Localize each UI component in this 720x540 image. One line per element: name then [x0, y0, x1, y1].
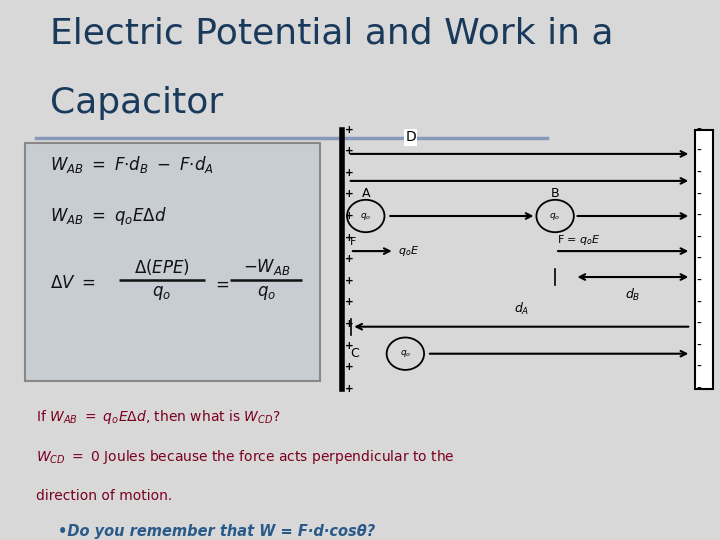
Text: +: +: [345, 146, 354, 156]
Text: -: -: [696, 360, 701, 374]
Text: -: -: [696, 252, 701, 266]
Text: A: A: [361, 187, 370, 200]
Text: -: -: [696, 209, 701, 223]
Text: $W_{AB}\ =\ q_o E\Delta d$: $W_{AB}\ =\ q_o E\Delta d$: [50, 205, 167, 227]
Text: •Do you remember that W = F·d·cosθ?: •Do you remember that W = F·d·cosθ?: [58, 524, 375, 539]
Text: +: +: [345, 125, 354, 134]
Text: -: -: [696, 295, 701, 309]
Text: $q_oE$: $q_oE$: [398, 244, 419, 258]
Text: $-W_{AB}$: $-W_{AB}$: [243, 257, 290, 278]
Text: $\Delta V\ =$: $\Delta V\ =$: [50, 274, 96, 293]
Text: -: -: [696, 123, 701, 137]
Text: -: -: [696, 144, 701, 158]
Text: B: B: [551, 187, 559, 200]
Text: F: F: [350, 237, 356, 247]
FancyBboxPatch shape: [25, 143, 320, 381]
Text: -: -: [696, 274, 701, 288]
Text: D: D: [405, 130, 416, 144]
Text: +: +: [345, 211, 354, 221]
Text: +: +: [345, 341, 354, 350]
Text: +: +: [345, 362, 354, 372]
Text: +: +: [345, 168, 354, 178]
Text: Capacitor: Capacitor: [50, 86, 224, 120]
Text: -: -: [696, 187, 701, 201]
Text: direction of motion.: direction of motion.: [36, 489, 172, 503]
Text: C: C: [350, 347, 359, 360]
Text: -: -: [696, 317, 701, 331]
Text: $W_{CD}\ =\ 0$ Joules because the force acts perpendicular to the: $W_{CD}\ =\ 0$ Joules because the force …: [36, 448, 455, 466]
Text: -: -: [696, 231, 701, 245]
Text: $q_o$: $q_o$: [257, 284, 276, 302]
Text: +: +: [345, 254, 354, 264]
Text: +: +: [345, 319, 354, 329]
Text: $d_A$: $d_A$: [513, 301, 529, 317]
Text: $W_{AB}\ =\ F{\cdot}d_B\ -\ F{\cdot}d_A$: $W_{AB}\ =\ F{\cdot}d_B\ -\ F{\cdot}d_A$: [50, 154, 214, 175]
Text: -: -: [696, 339, 701, 353]
Text: F = $q_oE$: F = $q_oE$: [557, 233, 600, 247]
Text: +: +: [345, 298, 354, 307]
Bar: [695, 130, 713, 389]
Text: -: -: [696, 382, 701, 396]
Text: $q_o$: $q_o$: [153, 284, 171, 302]
Text: Electric Potential and Work in a: Electric Potential and Work in a: [50, 16, 614, 50]
Text: +: +: [345, 190, 354, 199]
Text: $=$: $=$: [212, 274, 230, 293]
Text: $q_o$: $q_o$: [549, 211, 561, 221]
Text: -: -: [696, 166, 701, 180]
Text: $d_B$: $d_B$: [625, 287, 641, 303]
Text: $q_o$: $q_o$: [360, 211, 372, 221]
Text: If $W_{AB}\ =\ q_oE\Delta d$, then what is $W_{CD}$?: If $W_{AB}\ =\ q_oE\Delta d$, then what …: [36, 408, 281, 426]
Text: $\Delta(EPE)$: $\Delta(EPE)$: [134, 257, 190, 278]
Text: +: +: [345, 276, 354, 286]
Text: +: +: [345, 233, 354, 242]
Text: $q_o$: $q_o$: [400, 348, 411, 359]
Text: +: +: [345, 384, 354, 394]
